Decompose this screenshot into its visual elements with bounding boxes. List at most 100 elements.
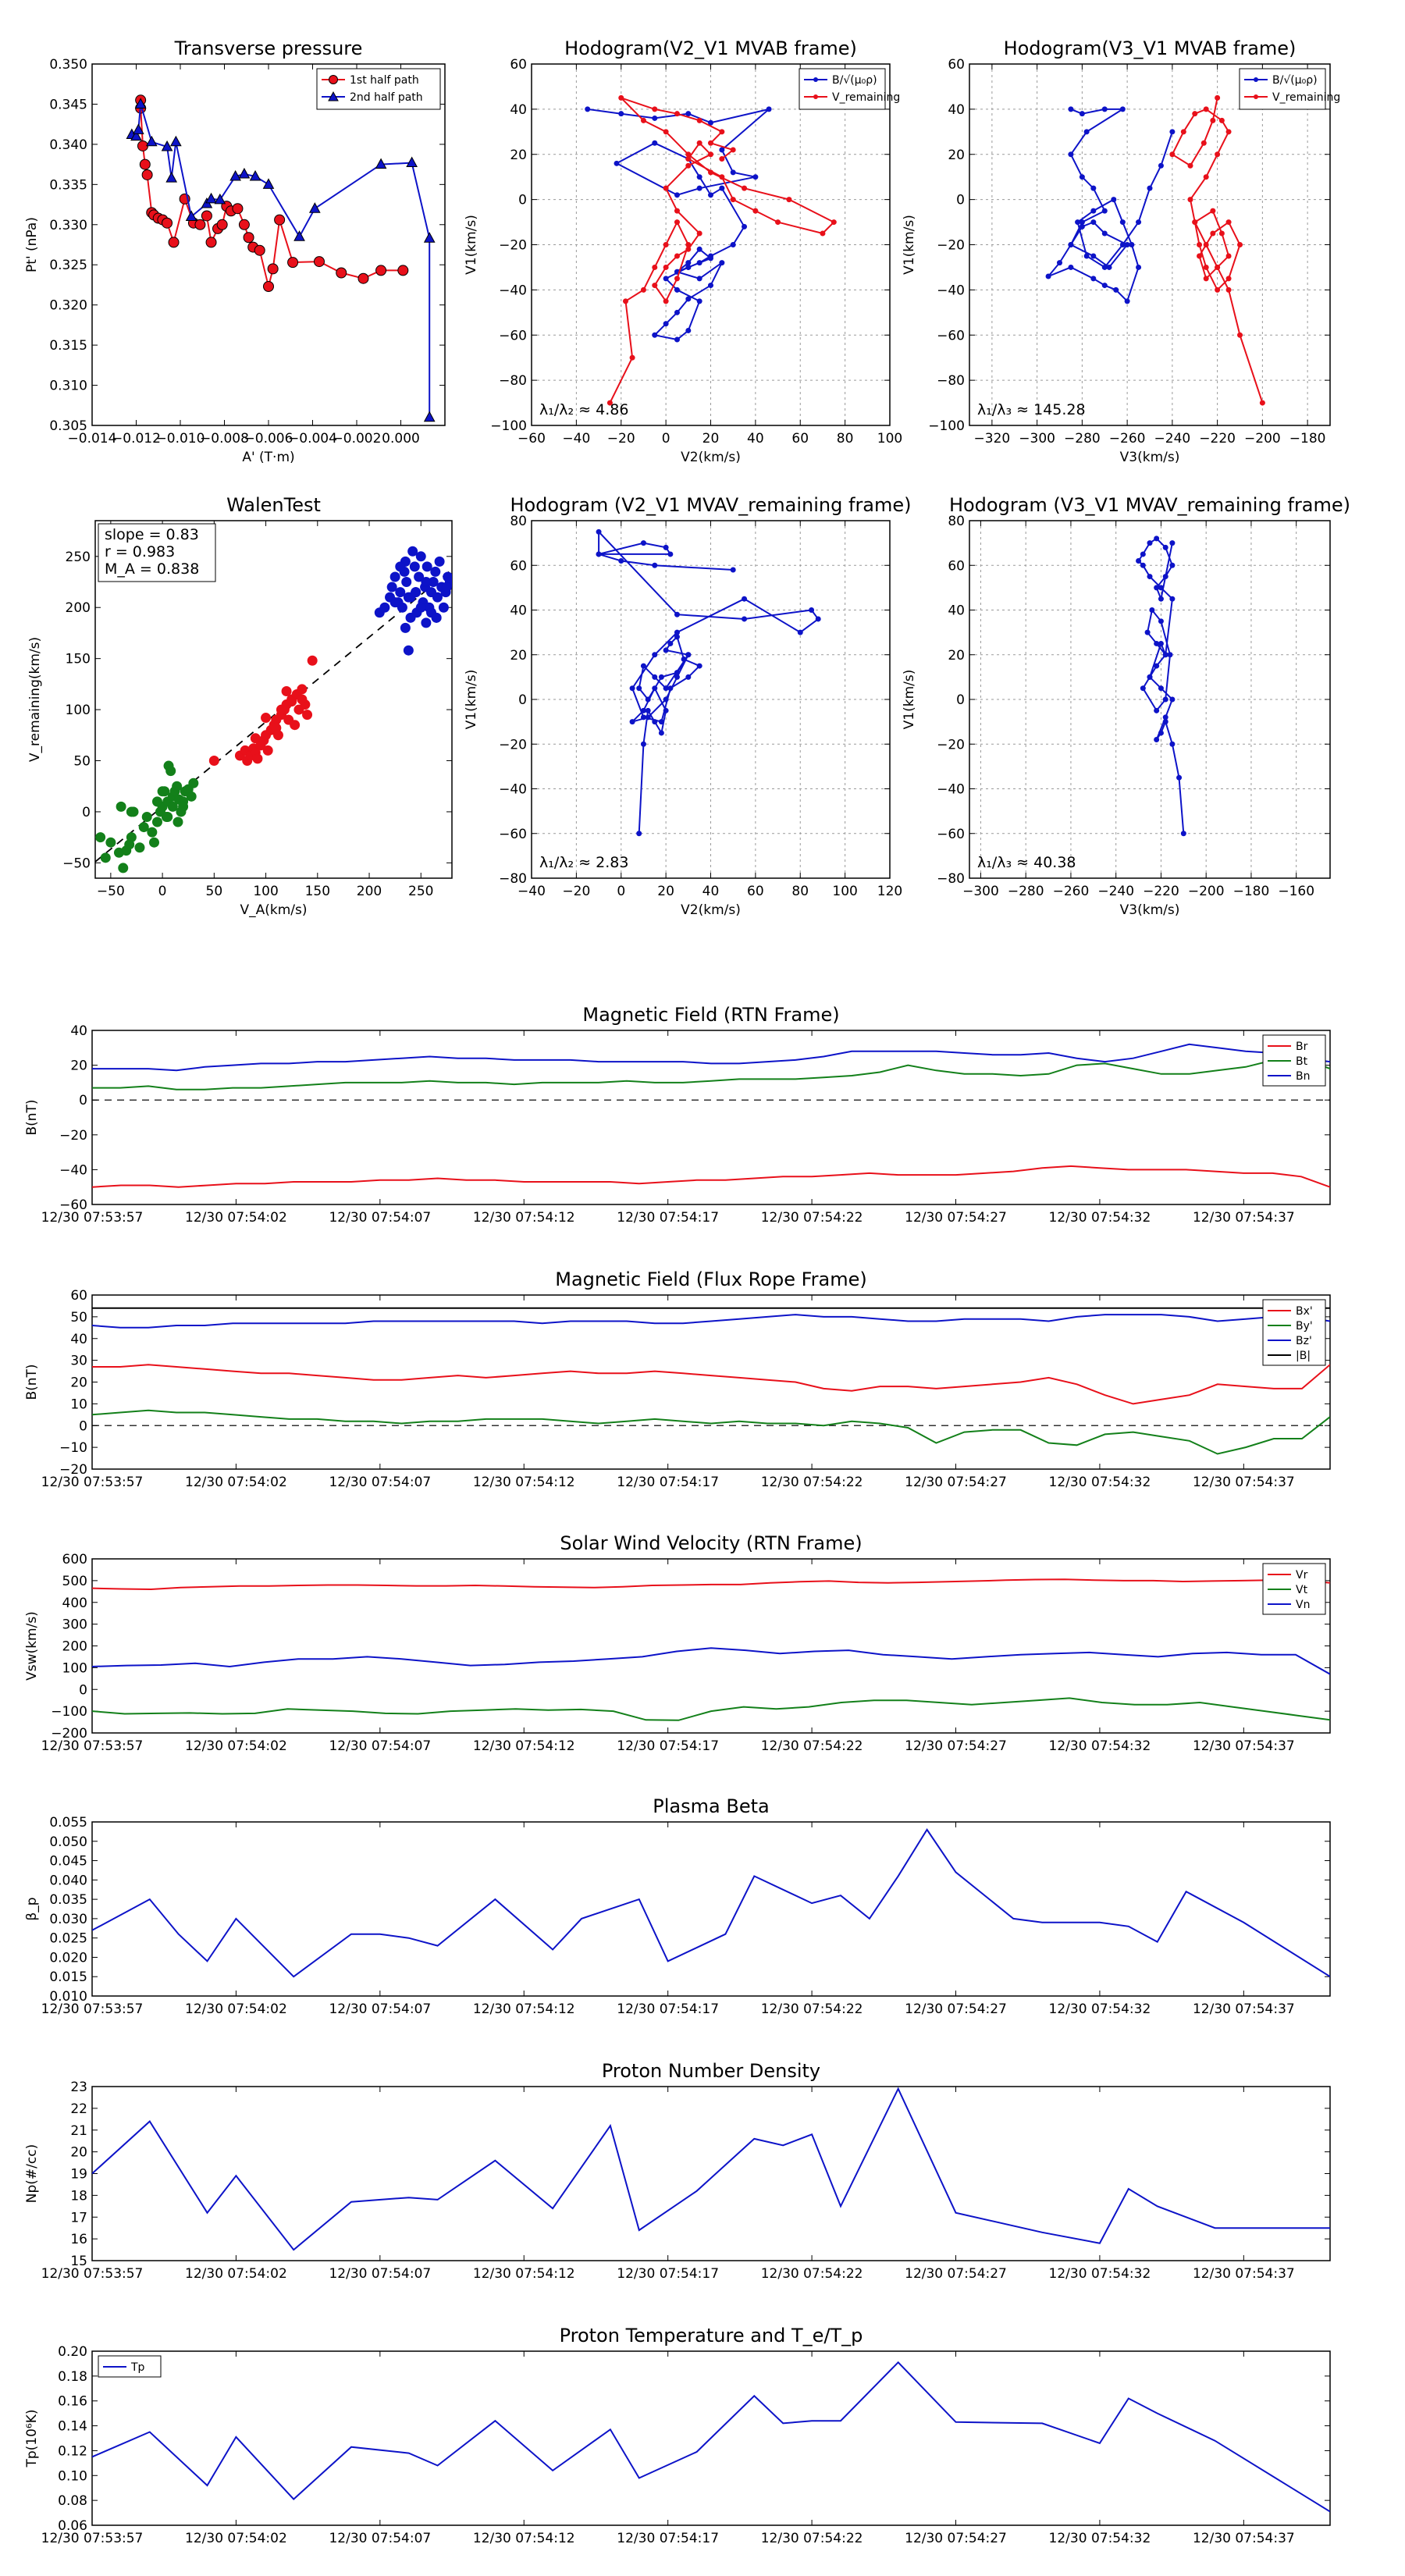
y-axis-label: B(nT) [24,1099,40,1135]
walen-plot-area [95,546,452,873]
x-tick-label: 12/30 07:54:07 [329,1210,431,1226]
legend-label: B/√(μ₀ρ) [1272,74,1318,87]
y-tick-label: −20 [937,737,965,753]
x-tick-label: −260 [1109,431,1146,447]
data-point [430,566,441,577]
data-point [815,616,821,622]
data-point [730,147,736,153]
data-point [1225,219,1232,226]
data-point [397,602,407,613]
data-point [375,158,387,169]
data-point [1237,332,1243,338]
data-point [696,663,702,669]
data-point [261,713,272,724]
data-point [409,561,420,572]
data-point [188,777,199,788]
data-point [1119,219,1126,226]
data-point [415,602,426,613]
data-point [685,260,692,266]
data-point [1154,640,1160,646]
data-point [1203,174,1209,180]
x-tick-label: 12/30 07:54:22 [761,1475,863,1490]
data-point [271,723,282,734]
hodo4-annotation: λ₁/λ₃ ≈ 40.38 [977,854,1076,871]
y-tick-label: −50 [62,856,91,871]
legend-marker [813,94,818,99]
x-tick-label: 12/30 07:54:12 [473,1475,575,1490]
data-point [1129,242,1135,247]
data-point [1144,629,1151,635]
y-tick-label: 20 [948,648,965,664]
y-tick-label: 22 [70,2101,87,2117]
data-point [596,551,602,557]
temp-title: Proton Temperature and T_e/T_p [560,2325,863,2347]
data-point [232,203,244,215]
y-tick-label: 20 [70,1059,87,1074]
x-tick-label: 12/30 07:54:37 [1193,2001,1295,2017]
data-point [663,696,669,703]
data-point [652,283,658,289]
x-tick-label: 0 [662,431,670,447]
data-point [1101,283,1108,289]
data-point [674,208,680,214]
hodo3-frame [531,520,891,879]
data-point [1068,242,1074,247]
y-tick-label: 0.06 [58,2518,87,2534]
y-tick-label: 30 [70,1354,87,1369]
data-point [1068,264,1074,270]
data-point [1203,276,1209,282]
x-tick-label: 12/30 07:54:07 [329,2001,431,2017]
data-point [357,272,369,284]
temp-plot-area [92,2361,1330,2513]
data-point [618,111,624,117]
data-point [640,540,646,546]
data-point [663,276,669,282]
data-point [1225,129,1232,135]
y-tick-label: −40 [937,283,965,298]
data-point [1090,276,1097,282]
y-tick-label: 150 [66,652,91,667]
data-point [1203,264,1209,270]
data-point [167,801,178,812]
data-point [134,98,147,109]
data-point [165,172,178,183]
legend-marker [328,91,339,101]
data-point [730,197,736,203]
x-tick-label: −220 [1199,431,1236,447]
data-point [674,336,680,343]
density-frame [91,2086,1331,2261]
data-point [1154,707,1160,713]
data-point [139,158,151,170]
data-point [1154,737,1160,743]
x-tick-label: 12/30 07:54:07 [329,2531,431,2546]
data-point [752,174,759,180]
data-point [674,286,680,293]
data-point [730,169,736,176]
x-tick-label: 12/30 07:54:17 [617,2001,719,2017]
beta-frame [91,1821,1331,1997]
data-point [752,208,759,214]
data-point [652,140,658,146]
data-point [1162,719,1168,725]
y-tick-label: 40 [70,1023,87,1039]
y-tick-label: 100 [62,1660,87,1676]
data-point [414,571,425,582]
walen-title: WalenTest [226,494,321,516]
data-point [134,842,145,853]
x-tick-label: 12/30 07:54:22 [761,2531,863,2546]
data-point [205,192,217,204]
x-tick-label: 50 [206,884,223,899]
series-line-Vn [92,1647,1330,1675]
x-tick-label: 80 [837,431,854,447]
x-tick-label: −280 [1008,884,1044,899]
x-tick-label: 12/30 07:54:37 [1193,1475,1295,1490]
x-tick-label: 12/30 07:53:57 [41,1475,144,1490]
x-tick-label: 60 [791,431,809,447]
y-tick-label: 20 [948,148,965,163]
data-point [161,140,173,151]
data-point [1215,94,1221,101]
data-point [1101,230,1108,237]
data-point [395,587,406,598]
series-line-Vt [92,1697,1330,1721]
data-point [742,223,748,229]
